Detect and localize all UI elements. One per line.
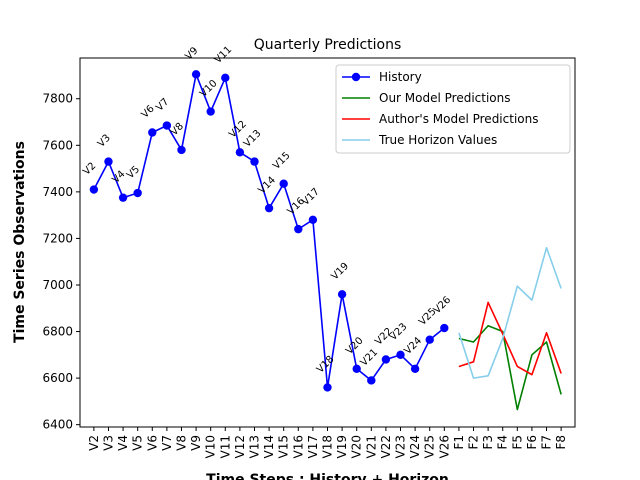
legend-label-2: Our Model Predictions (379, 91, 511, 105)
x-tick-label: V25 (423, 435, 437, 458)
x-tick-label: V13 (247, 435, 261, 458)
data-point (440, 323, 449, 333)
x-tick-label: V14 (262, 435, 276, 458)
x-tick-label: F8 (554, 435, 568, 450)
x-tick-label: V17 (306, 435, 320, 458)
data-label: V11 (213, 44, 235, 66)
data-label: V3 (96, 133, 113, 150)
data-point (367, 376, 376, 385)
data-point (250, 157, 259, 166)
data-point (235, 148, 245, 157)
y-axis-title: Time Series Observations (12, 141, 28, 343)
x-tick-label: V2 (87, 435, 101, 451)
data-point (206, 107, 215, 116)
legend-box (335, 64, 571, 154)
x-tick-label: V20 (350, 435, 364, 458)
x-tick-label: V5 (131, 435, 145, 451)
y-tick-label: 7800 (42, 92, 73, 106)
data-point (89, 185, 99, 194)
data-point (221, 73, 230, 82)
data-label: V19 (329, 261, 351, 283)
data-label: V15 (271, 150, 293, 172)
series-line-3 (458, 301, 562, 376)
data-label: V26 (432, 295, 454, 317)
y-tick-label: 7000 (42, 278, 73, 292)
x-tick-label: V18 (321, 435, 335, 458)
x-tick-label: V11 (218, 435, 232, 458)
x-tick-label: V9 (189, 435, 203, 451)
x-tick-label: V8 (174, 435, 188, 451)
data-label: V7 (154, 97, 171, 114)
data-point (294, 224, 303, 234)
x-tick-label: V24 (408, 435, 422, 458)
x-tick-label: V15 (277, 435, 291, 458)
x-tick-label: V22 (379, 435, 393, 458)
data-point (352, 364, 361, 373)
data-point (191, 70, 201, 79)
data-label: V5 (125, 164, 142, 181)
x-tick-label: V23 (394, 435, 408, 458)
data-point (177, 145, 186, 155)
chart-title: Quarterly Predictions (254, 37, 402, 53)
data-label: V17 (300, 186, 322, 208)
x-tick-label: F2 (467, 435, 481, 450)
data-label: V2 (81, 161, 98, 178)
x-tick-label: V3 (101, 435, 115, 451)
legend-marker (351, 72, 361, 82)
legend: History Our Model Predictions Author's Mod… (335, 64, 571, 154)
data-point (323, 383, 332, 392)
x-tick-label: V19 (335, 435, 349, 458)
data-point (425, 335, 434, 344)
x-tick-label: F6 (525, 435, 539, 450)
x-tick-label: V6 (145, 435, 159, 451)
y-tick-label: 6800 (42, 325, 73, 339)
data-point (396, 350, 405, 360)
y-tick-label: 6400 (42, 418, 73, 432)
x-tick-label: V16 (291, 435, 305, 458)
data-point (308, 215, 318, 225)
data-label: V13 (242, 128, 264, 150)
data-point (381, 355, 391, 364)
x-tick-label: F3 (481, 435, 495, 450)
data-point (410, 364, 420, 373)
x-axis-title: Time Steps : History + Horizon (206, 472, 449, 480)
data-label: V24 (402, 335, 424, 357)
data-point (264, 203, 274, 213)
y-tick-label: 6600 (42, 371, 73, 385)
data-point (133, 188, 142, 198)
x-tick-label: F5 (510, 435, 524, 450)
x-tick-label: V7 (160, 435, 174, 451)
data-label: V20 (344, 335, 366, 357)
x-tick-label: F7 (540, 435, 554, 450)
data-point (279, 179, 288, 188)
y-tick-label: 7400 (42, 185, 73, 199)
legend-label-3: Author's Model Predictions (379, 112, 538, 126)
data-label: V9 (183, 45, 200, 62)
data-label: V21 (359, 347, 381, 369)
series-line-2 (458, 324, 562, 411)
y-tick-label: 7600 (42, 138, 73, 152)
data-point (118, 193, 128, 202)
x-tick-label: V12 (233, 435, 247, 458)
data-label: V8 (169, 121, 186, 138)
data-label: V23 (388, 321, 410, 343)
data-point (162, 121, 172, 130)
legend-label-4: True Horizon Values (378, 133, 497, 147)
x-tick-label: F1 (452, 435, 466, 450)
x-tick-label: V4 (116, 435, 130, 451)
data-point (104, 157, 113, 166)
x-tick-label: F4 (496, 435, 510, 450)
x-tick-label: V10 (204, 435, 218, 458)
data-point (148, 128, 157, 137)
y-tick-label: 7200 (42, 231, 73, 245)
legend-label-1: History (379, 70, 422, 84)
series-line-4 (458, 246, 562, 379)
x-tick-label: V21 (364, 435, 378, 458)
x-tick-label: V26 (437, 435, 451, 458)
data-label: V18 (315, 354, 337, 376)
data-point (337, 290, 347, 299)
